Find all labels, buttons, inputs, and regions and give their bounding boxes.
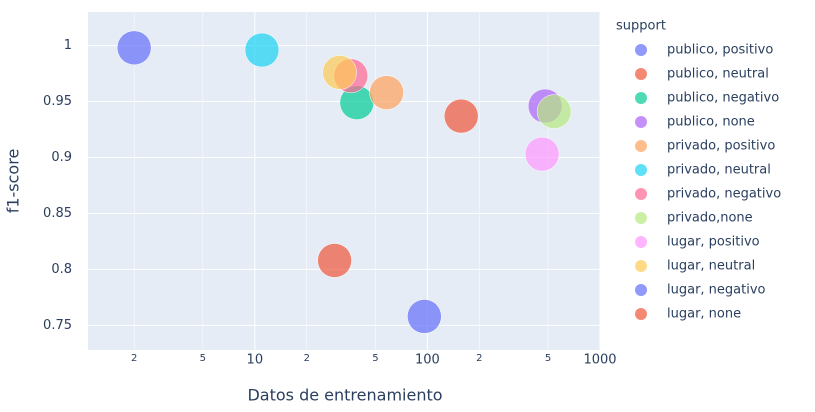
legend-swatch: [635, 308, 647, 320]
point: [317, 243, 352, 278]
legend-swatch: [635, 68, 647, 80]
point: [536, 94, 572, 129]
y-tick-label: 0.75: [43, 318, 72, 333]
point: [443, 98, 479, 134]
legend-swatch: [635, 188, 647, 200]
legend-label[interactable]: publico, none: [667, 115, 755, 130]
legend-swatch: [635, 164, 647, 176]
legend-label[interactable]: privado,none: [667, 211, 753, 226]
legend-label[interactable]: privado, neutral: [667, 163, 771, 178]
legend-title: support: [616, 19, 666, 34]
point: [524, 136, 560, 172]
x-tick-label: 5: [200, 353, 206, 364]
legend-swatch: [635, 92, 647, 104]
legend-label[interactable]: privado, negativo: [667, 187, 781, 202]
legend-label[interactable]: lugar, neutral: [667, 259, 755, 274]
legend: publico, positivo publico, neutral publico…: [635, 43, 781, 322]
legend-label[interactable]: publico, positivo: [667, 43, 773, 58]
x-tick-label: 2: [476, 353, 482, 364]
legend-swatch: [635, 116, 647, 128]
x-tick-label: 2: [131, 353, 137, 364]
legend-label[interactable]: publico, neutral: [667, 67, 769, 82]
x-tick-label: 1000: [583, 353, 616, 368]
x-tick-label: 100: [415, 353, 440, 368]
point: [244, 32, 280, 68]
y-tick-label: 0.8: [51, 262, 72, 277]
legend-swatch: [635, 236, 647, 248]
legend-label[interactable]: lugar, negativo: [667, 283, 766, 298]
x-tick-label: 2: [304, 353, 310, 364]
legend-label[interactable]: privado, positivo: [667, 139, 775, 154]
legend-swatch: [635, 260, 647, 272]
legend-swatch: [635, 212, 647, 224]
legend-swatch: [635, 44, 647, 56]
x-tick-label: 5: [545, 353, 551, 364]
point: [369, 75, 404, 110]
legend-swatch: [635, 284, 647, 296]
x-axis-title: Datos de entrenamiento: [247, 386, 442, 405]
y-tick-label: 0.9: [51, 150, 72, 165]
point: [322, 55, 357, 90]
y-axis-title: f1-score: [4, 149, 23, 214]
legend-label[interactable]: publico, negativo: [667, 91, 779, 106]
point: [407, 299, 442, 334]
y-tick-label: 0.85: [43, 206, 72, 221]
marks: [116, 30, 572, 334]
x-tick-label: 5: [372, 353, 378, 364]
y-tick-label: 0.95: [43, 94, 72, 109]
legend-label[interactable]: lugar, none: [667, 307, 741, 322]
y-tick-label: 1: [64, 38, 72, 53]
x-tick-label: 10: [247, 353, 264, 368]
legend-label[interactable]: lugar, positivo: [667, 235, 760, 250]
legend-swatch: [635, 140, 647, 152]
point: [116, 30, 152, 66]
